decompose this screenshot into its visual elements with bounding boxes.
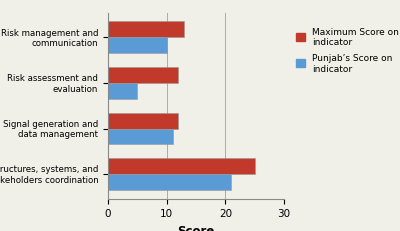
Bar xyxy=(108,22,184,38)
Bar xyxy=(108,68,178,84)
Bar xyxy=(108,38,167,54)
X-axis label: Score: Score xyxy=(177,224,215,231)
Legend: Maximum Score on
indicator, Punjab’s Score on
indicator: Maximum Score on indicator, Punjab’s Sco… xyxy=(296,27,399,73)
Bar xyxy=(108,84,137,100)
Bar xyxy=(108,113,178,129)
Bar xyxy=(108,129,172,145)
Bar xyxy=(108,158,255,174)
Bar xyxy=(108,174,231,190)
